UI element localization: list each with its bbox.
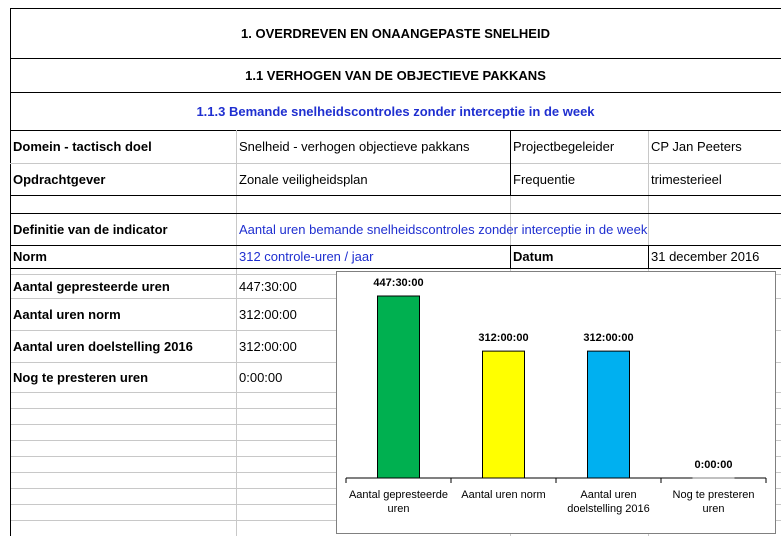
grid-line bbox=[10, 163, 781, 164]
grid-line bbox=[648, 245, 649, 268]
grid-line bbox=[510, 245, 511, 268]
grid-line bbox=[10, 195, 781, 196]
cell: Nog te presteren uren bbox=[13, 369, 149, 385]
cell: 31 december 2016 bbox=[651, 249, 760, 264]
cell: Definitie van de indicator bbox=[13, 221, 168, 237]
cell: Domein - tactisch doel bbox=[13, 139, 152, 154]
chart bbox=[336, 271, 776, 534]
grid-line bbox=[10, 268, 781, 269]
cell: Aantal gepresteerde uren bbox=[13, 278, 170, 294]
cell: 1.1 VERHOGEN VAN DE OBJECTIEVE PAKKANS bbox=[245, 67, 546, 83]
value-label: 312:00:00 bbox=[478, 332, 529, 345]
grid-line bbox=[10, 245, 781, 246]
grid-line bbox=[10, 8, 781, 9]
cell: Snelheid - verhogen objectieve pakkans bbox=[239, 139, 470, 154]
cell: Aantal uren bemande snelheidscontroles z… bbox=[239, 221, 648, 237]
cell: 312 controle-uren / jaar bbox=[239, 249, 374, 264]
x-tick-label: Aantal gepresteerde uren bbox=[348, 489, 449, 515]
x-tick-label: Aantal uren doelstelling 2016 bbox=[567, 489, 650, 515]
cell: Frequentie bbox=[513, 171, 576, 187]
cell: Opdrachtgever bbox=[13, 171, 106, 187]
value-label: 312:00:00 bbox=[583, 332, 634, 345]
cell: 0:00:00 bbox=[239, 369, 283, 385]
cell: 312:00:00 bbox=[239, 338, 297, 354]
grid-line bbox=[236, 130, 237, 536]
grid-line bbox=[10, 92, 781, 93]
grid-line bbox=[510, 130, 511, 195]
cell: 1.1.3 Bemande snelheidscontroles zonder … bbox=[196, 103, 595, 119]
cell: Aantal uren norm bbox=[13, 306, 121, 322]
grid-line bbox=[10, 213, 781, 214]
cell: CP Jan Peeters bbox=[651, 139, 742, 154]
x-tick-label: Nog te presteren uren bbox=[672, 489, 755, 515]
cell: Norm bbox=[13, 249, 47, 264]
bar bbox=[587, 350, 630, 479]
cell: trimesterieel bbox=[651, 171, 722, 187]
cell: 447:30:00 bbox=[239, 278, 297, 294]
grid-line bbox=[236, 130, 237, 195]
cell: Datum bbox=[513, 249, 554, 264]
cell: Projectbegeleider bbox=[513, 139, 615, 154]
grid-line bbox=[10, 58, 781, 59]
grid-line bbox=[10, 8, 11, 536]
cell: 1. OVERDREVEN EN ONAANGEPASTE SNELHEID bbox=[241, 25, 550, 41]
grid-line bbox=[10, 130, 781, 131]
bar bbox=[482, 350, 525, 479]
value-label: 0:00:00 bbox=[694, 459, 733, 471]
x-tick-label: Aantal uren norm bbox=[461, 489, 546, 501]
bar bbox=[377, 295, 420, 479]
cell: Aantal uren doelstelling 2016 bbox=[13, 338, 193, 354]
cell: Zonale veiligheidsplan bbox=[239, 171, 368, 187]
value-label: 447:30:00 bbox=[373, 277, 424, 289]
cell: 312:00:00 bbox=[239, 306, 297, 322]
